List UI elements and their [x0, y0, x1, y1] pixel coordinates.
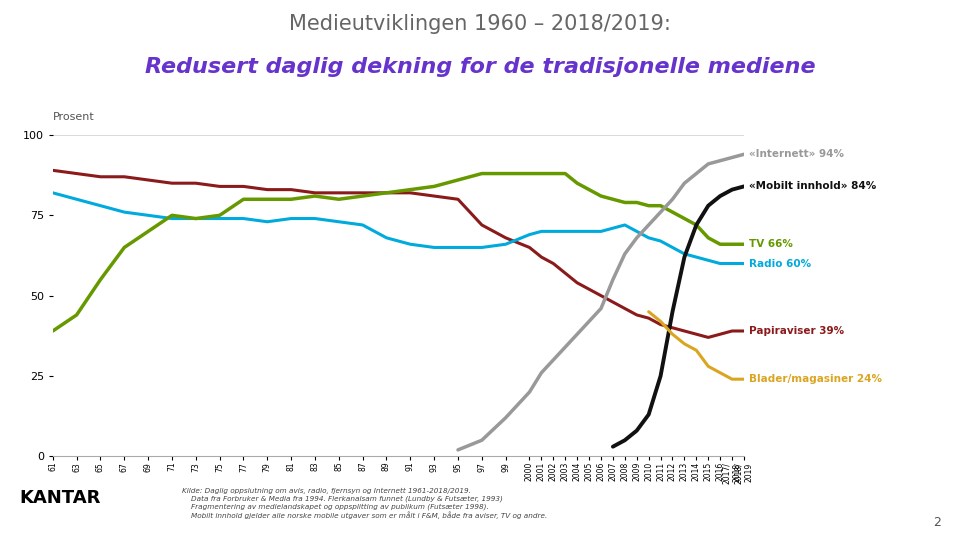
Text: Blader/magasiner 24%: Blader/magasiner 24% [749, 374, 882, 384]
Text: KANTAR: KANTAR [19, 489, 101, 507]
Text: «Internett» 94%: «Internett» 94% [749, 149, 844, 159]
Text: TV 66%: TV 66% [749, 239, 793, 249]
Text: Medieutviklingen 1960 – 2018/2019:: Medieutviklingen 1960 – 2018/2019: [289, 14, 671, 33]
Text: Radio 60%: Radio 60% [749, 259, 811, 268]
Text: 2: 2 [933, 516, 941, 529]
Text: Redusert daglig dekning for de tradisjonelle mediene: Redusert daglig dekning for de tradisjon… [145, 57, 815, 77]
Text: Papiraviser 39%: Papiraviser 39% [749, 326, 844, 336]
Text: «Mobilt innhold» 84%: «Mobilt innhold» 84% [749, 181, 876, 191]
Text: Prosent: Prosent [53, 112, 94, 122]
Text: Kilde: Daglig oppslutning om avis, radio, fjernsyn og Internett 1961-2018/2019.
: Kilde: Daglig oppslutning om avis, radio… [182, 488, 547, 518]
